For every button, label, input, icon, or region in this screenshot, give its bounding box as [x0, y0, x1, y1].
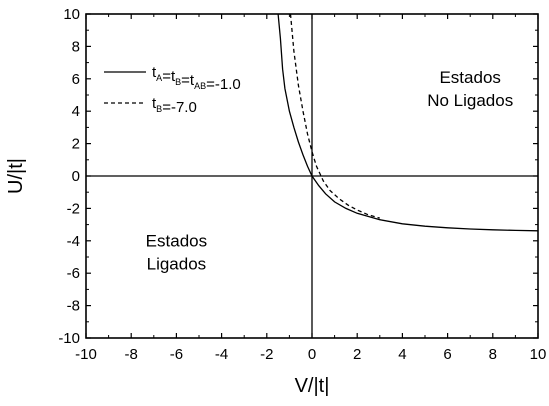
x-tick-label: -10 [75, 346, 97, 363]
x-tick-label: 4 [398, 346, 406, 363]
x-tick-label: 8 [489, 346, 497, 363]
y-tick-label: 6 [72, 71, 80, 88]
y-tick-label: 4 [72, 103, 80, 120]
x-tick-label: -6 [170, 346, 183, 363]
y-tick-label: 8 [72, 38, 80, 55]
y-axis-title: U/|t| [5, 158, 27, 194]
y-tick-label: -4 [67, 233, 80, 250]
series-line-solid [277, 13, 539, 232]
x-tick-label: -4 [215, 346, 228, 363]
x-tick-label: 0 [308, 346, 316, 363]
y-tick-label: -2 [67, 200, 80, 217]
x-axis-title: V/|t| [295, 375, 330, 397]
legend-label: tB=-7.0 [152, 95, 197, 116]
x-tick-label: 10 [530, 346, 547, 363]
region-annotation: Estados [439, 68, 500, 87]
region-annotation: No Ligados [427, 91, 513, 110]
y-tick-label: -6 [67, 265, 80, 282]
y-tick-label: 10 [63, 6, 80, 23]
x-tick-label: 2 [353, 346, 361, 363]
y-tick-label: -10 [58, 330, 80, 347]
y-tick-label: 2 [72, 136, 80, 153]
y-tick-label: 0 [72, 168, 80, 185]
x-tick-label: -2 [260, 346, 273, 363]
plot-area: -10 -8 -6 -4 -2 0 2 4 6 8 10 -10 -8 -6 -4 -2 0 2 4 6 8 10 tA=t… [58, 6, 546, 363]
series-line-dashed [289, 13, 380, 219]
legend-label: tA=tB=tAB=-1.0 [152, 64, 241, 93]
x-tick-label: 6 [443, 346, 451, 363]
y-tick-label: -8 [67, 298, 80, 315]
region-annotation: Estados [146, 232, 207, 251]
x-tick-label: -8 [125, 346, 138, 363]
region-annotation: Ligados [147, 255, 207, 274]
